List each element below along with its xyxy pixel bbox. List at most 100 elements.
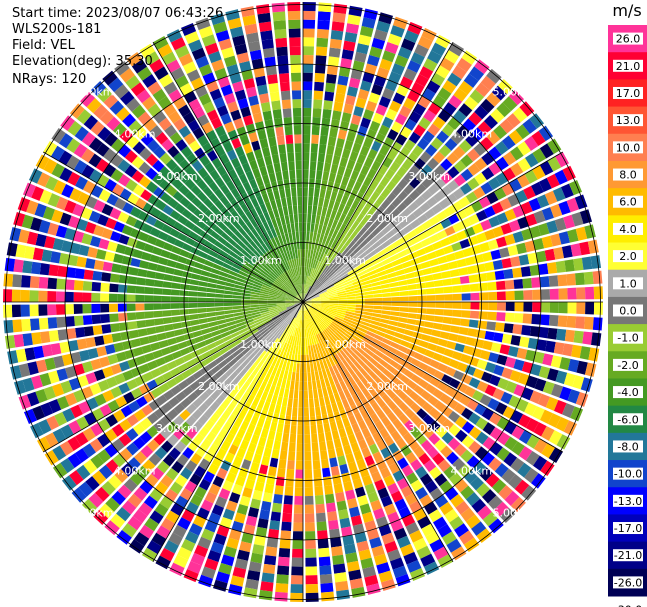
gate-cell [403,369,415,379]
gate-cell [406,278,417,285]
gate-cell [332,262,341,271]
gate-cell [347,178,356,189]
gate-cell [497,79,514,95]
gate-cell [396,274,407,281]
gate-cell [452,146,466,159]
gate-cell [405,213,417,224]
gate-cell [307,205,313,215]
gate-cell [448,42,465,57]
colorbar-tick-label: 2.0 [619,250,637,263]
gate-cell [493,364,505,377]
gate-cell [381,239,392,249]
gate-cell [418,340,429,349]
gate-cell [567,228,579,243]
gate-cell [539,143,554,159]
gate-cell [522,118,537,134]
gate-cell [303,72,313,82]
gate-cell [331,250,339,259]
gate-cell [328,172,337,183]
gate-cell [414,225,425,235]
gate-cell [522,313,533,324]
gate-cell [544,248,556,262]
gate-cell [500,391,513,405]
gate-cell [570,243,582,257]
gate-cell [493,332,504,343]
gate-cell [325,189,332,200]
gate-cell [331,239,338,249]
gate-cell [472,368,485,380]
gate-cell [342,225,351,235]
gate-cell [524,240,536,253]
gate-cell [555,370,568,385]
gate-cell [476,380,489,393]
gate-cell [365,361,376,370]
gate-cell [307,267,311,277]
gate-cell [546,220,559,234]
gate-cell [345,288,355,293]
gate-cell [455,416,468,429]
gate-cell [348,271,358,278]
gate-cell [422,401,434,413]
gate-cell [417,35,433,50]
gate-cell [303,125,311,135]
gate-cell [557,274,568,287]
gate-cell [308,276,313,286]
gate-cell [502,167,516,181]
gate-cell [323,254,330,264]
gate-cell [460,217,472,229]
gate-cell [306,231,310,241]
gate-cell [327,56,340,67]
gate-cell [421,27,437,42]
gate-cell [529,113,545,129]
gate-cell [393,331,404,340]
gate-cell [503,323,514,334]
gate-cell [547,261,558,274]
gate-cell [389,359,400,369]
gate-cell [399,296,409,302]
gate-cell [409,189,421,201]
gate-cell [329,127,339,138]
gate-cell [453,402,466,415]
gate-cell [358,327,368,334]
gate-cell [309,249,314,259]
gate-cell [397,46,412,60]
gate-cell [336,288,346,293]
gate-cell [422,88,436,101]
gate-cell [479,242,491,253]
gate-cell [439,331,450,340]
colorbar-tick-label: -10.0 [614,468,642,481]
gate-cell [422,130,435,144]
gate-cell [427,183,440,196]
gate-cell [320,126,329,137]
gate-cell [495,322,505,332]
gate-cell [541,426,555,441]
gate-cell [320,303,330,306]
gate-cell [322,264,329,274]
gate-cell [327,289,337,294]
gate-cell [360,321,371,327]
gate-cell [319,291,328,296]
gate-cell [562,343,574,357]
gate-cell [334,316,344,322]
gate-cell [515,189,528,204]
gate-cell [340,337,349,346]
gate-cell [458,103,473,117]
gate-cell [426,157,439,170]
gate-cell [468,356,480,367]
gate-cell [448,94,463,109]
gate-cell [480,136,494,151]
colorbar-tick-label: -21.0 [614,549,642,562]
gate-cell [377,346,388,355]
gate-cell [465,336,476,347]
gate-cell [548,447,563,464]
gate-cell [306,258,310,268]
gate-cell [310,306,318,313]
gate-cell [363,176,373,187]
gate-cell [435,345,446,355]
gate-cell [482,422,496,436]
gate-cell [341,176,350,187]
gate-cell [499,247,510,258]
gate-cell [496,302,506,311]
gate-cell [309,161,317,171]
gate-cell [567,287,577,300]
